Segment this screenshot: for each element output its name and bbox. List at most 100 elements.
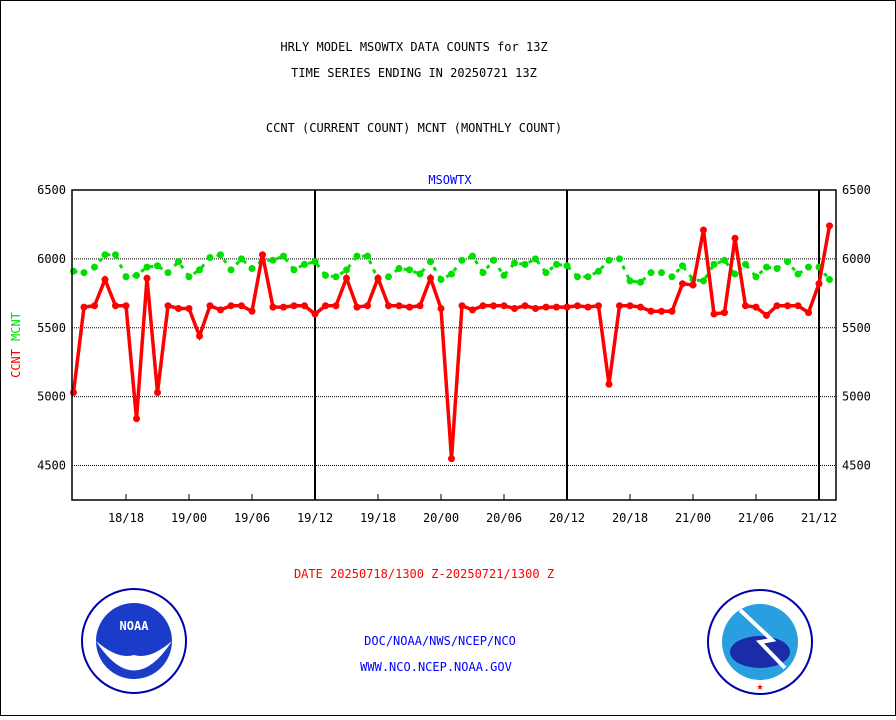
point-ccnt	[206, 302, 214, 310]
point-mcnt	[164, 269, 172, 277]
point-mcnt	[647, 269, 655, 277]
y-tick-label: 4500	[842, 459, 871, 473]
point-mcnt	[794, 270, 802, 278]
point-ccnt	[742, 302, 749, 310]
point-mcnt	[584, 273, 592, 281]
point-mcnt	[311, 258, 319, 266]
point-mcnt	[80, 269, 88, 277]
point-ccnt	[500, 302, 508, 310]
ylabel-ccnt: CCNT	[9, 349, 23, 378]
point-ccnt	[385, 302, 392, 310]
point-ccnt	[521, 302, 529, 310]
point-mcnt	[332, 273, 340, 281]
point-ccnt	[763, 311, 770, 319]
point-ccnt	[710, 310, 718, 318]
point-ccnt	[80, 303, 88, 311]
point-mcnt	[122, 273, 130, 281]
point-mcnt	[752, 273, 760, 281]
point-ccnt	[301, 302, 308, 310]
footer-line-1[interactable]: DOC/NOAA/NWS/NCEP/NCO	[364, 634, 516, 648]
svg-text:★: ★	[756, 679, 763, 693]
x-tick-label: 21/06	[738, 511, 774, 525]
point-ccnt	[794, 302, 802, 310]
point-ccnt	[637, 303, 644, 311]
point-ccnt	[479, 302, 487, 310]
point-ccnt	[164, 302, 172, 310]
point-mcnt	[511, 259, 518, 267]
point-ccnt	[752, 303, 760, 311]
point-ccnt	[511, 304, 518, 312]
point-ccnt	[721, 309, 728, 317]
point-mcnt	[605, 256, 613, 264]
point-mcnt	[532, 255, 539, 263]
point-mcnt	[217, 251, 224, 259]
point-ccnt	[826, 222, 833, 230]
point-ccnt	[605, 380, 613, 388]
point-ccnt	[574, 302, 581, 310]
point-ccnt	[332, 302, 340, 310]
point-mcnt	[269, 256, 277, 264]
point-ccnt	[448, 455, 455, 463]
point-ccnt	[269, 303, 277, 311]
point-ccnt	[427, 274, 434, 282]
point-ccnt	[668, 307, 676, 315]
y-tick-label: 6000	[37, 252, 66, 266]
point-mcnt	[784, 258, 791, 266]
point-mcnt	[437, 276, 445, 284]
point-mcnt	[248, 265, 256, 273]
series-line-ccnt	[71, 225, 832, 459]
point-mcnt	[364, 252, 371, 260]
point-ccnt	[437, 304, 445, 312]
point-mcnt	[490, 256, 497, 264]
point-ccnt	[101, 276, 109, 284]
y-tick-label: 5000	[842, 390, 871, 404]
point-ccnt	[805, 309, 812, 317]
point-ccnt	[584, 303, 592, 311]
point-mcnt	[773, 265, 781, 273]
point-ccnt	[196, 332, 203, 340]
point-ccnt	[227, 302, 235, 310]
point-mcnt	[70, 267, 77, 275]
x-tick-label: 19/06	[234, 511, 270, 525]
point-mcnt	[521, 260, 529, 268]
point-mcnt	[469, 252, 476, 260]
ylabel-mcnt: MCNT	[9, 312, 23, 341]
point-ccnt	[143, 274, 151, 282]
point-mcnt	[353, 252, 361, 260]
point-mcnt	[500, 271, 508, 279]
point-ccnt	[563, 303, 571, 311]
point-mcnt	[185, 273, 193, 281]
point-ccnt	[532, 304, 539, 312]
noaa-logo: NOAA	[81, 588, 187, 694]
footer-line-2[interactable]: WWW.NCO.NCEP.NOAA.GOV	[360, 660, 512, 674]
point-mcnt	[227, 266, 235, 274]
point-mcnt	[700, 277, 707, 285]
point-ccnt	[311, 310, 319, 318]
point-mcnt	[427, 258, 434, 266]
point-mcnt	[206, 254, 214, 262]
point-ccnt	[647, 307, 655, 315]
point-mcnt	[595, 267, 602, 275]
x-tick-label: 20/00	[423, 511, 459, 525]
point-mcnt	[280, 252, 287, 260]
point-mcnt	[91, 263, 98, 271]
x-tick-label: 20/18	[612, 511, 648, 525]
point-mcnt	[143, 263, 151, 271]
y-tick-label: 4500	[37, 459, 66, 473]
point-mcnt	[542, 269, 550, 277]
point-ccnt	[248, 307, 256, 315]
point-ccnt	[395, 302, 403, 310]
point-mcnt	[658, 269, 665, 277]
point-mcnt	[301, 260, 308, 268]
point-ccnt	[416, 302, 424, 310]
point-ccnt	[616, 302, 623, 310]
point-mcnt	[553, 260, 560, 268]
point-ccnt	[689, 281, 697, 289]
point-mcnt	[458, 256, 466, 264]
point-ccnt	[658, 307, 665, 315]
x-axis-label: DATE 20250718/1300 Z-20250721/1300 Z	[294, 567, 554, 581]
point-mcnt	[196, 266, 203, 274]
point-mcnt	[626, 277, 634, 285]
